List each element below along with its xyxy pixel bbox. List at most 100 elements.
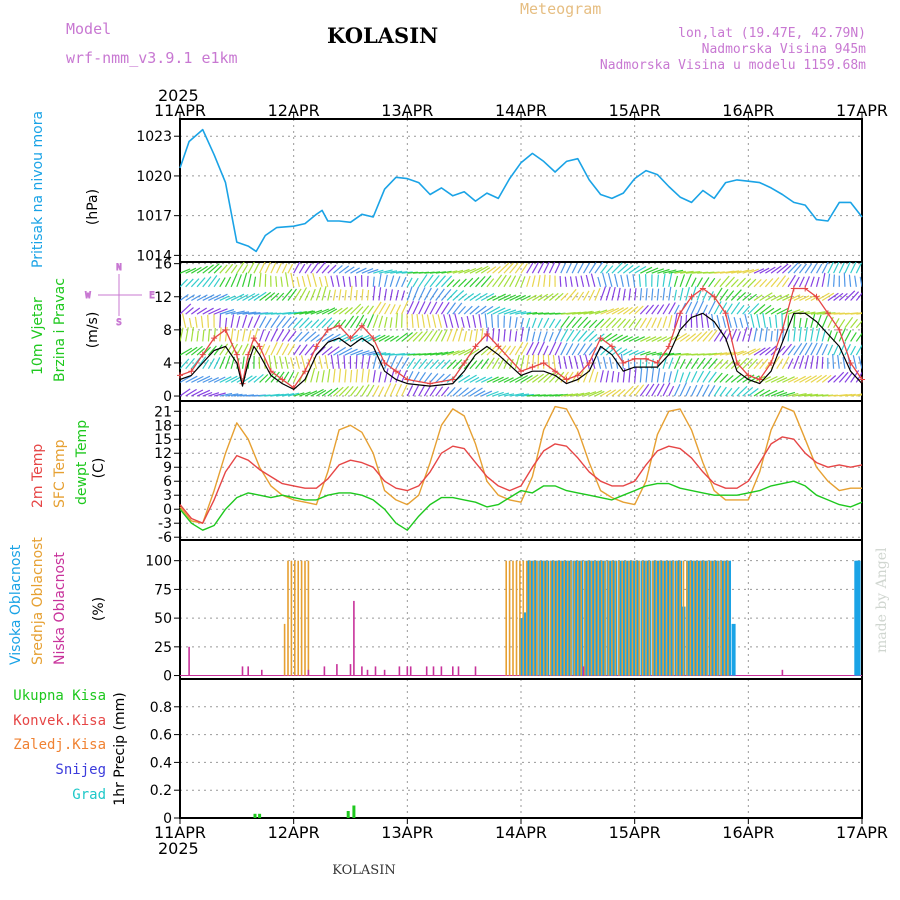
wind-barb (583, 343, 593, 356)
wind-barb (236, 294, 249, 302)
wind-barb (281, 316, 292, 329)
wind-barb (421, 314, 425, 328)
elevation-text: Nadmorska Visina 945m (702, 42, 867, 57)
wind-barb (503, 377, 514, 383)
wind-gust-marker (358, 322, 365, 329)
wind-gust-marker (370, 335, 377, 342)
wind-barb (304, 263, 312, 274)
wind-barb (827, 344, 834, 356)
wind-barb (702, 304, 708, 315)
wind-barb (708, 329, 718, 342)
wind-barb (577, 310, 593, 315)
wind-barb (281, 329, 291, 342)
wind-barb (526, 275, 531, 288)
wind-barb (281, 263, 288, 274)
wind-barb (579, 354, 585, 369)
wind-barb (463, 305, 473, 315)
wind-barb (384, 368, 389, 383)
mid-cloud-bar (594, 560, 596, 676)
wind-barb (690, 370, 698, 383)
wind-barb (202, 307, 214, 315)
mid-cloud-bar (577, 560, 579, 676)
temp-ytick-label: -6 (158, 530, 172, 546)
wind-barb (435, 301, 444, 315)
low-cloud-bar (425, 666, 428, 676)
wind-barb (350, 386, 359, 397)
xtick-label-top: 11APR (154, 101, 206, 120)
wind-barb (219, 376, 232, 383)
wind-barb (491, 328, 495, 342)
wind-barb (202, 359, 210, 370)
wind-barb (406, 300, 414, 315)
low-cloud-bar (188, 646, 190, 676)
wind-barb (657, 268, 670, 274)
wind-barb (793, 375, 806, 383)
wind-barb (725, 374, 734, 383)
mid-cloud-bar (672, 560, 675, 676)
wind-barb (815, 276, 820, 287)
wind-barb (497, 328, 500, 342)
wind-barb (708, 300, 716, 315)
wind-barb (548, 262, 556, 274)
wind-barb (231, 393, 243, 397)
mid-cloud-bar (720, 560, 722, 676)
wind-barb (429, 275, 440, 288)
wind-barb (418, 287, 426, 301)
wind-barb (236, 329, 240, 342)
wind-gust-marker (552, 368, 559, 375)
wind-ytick-label: 0 (163, 389, 172, 405)
wind-barb (747, 303, 760, 315)
wind-gust-marker (836, 326, 843, 333)
wind-barb (395, 304, 402, 315)
wind-barb (423, 301, 432, 315)
wind-gust-marker (563, 376, 570, 383)
wind-barb (219, 308, 235, 315)
wind-barb (730, 386, 740, 397)
wind-barb (384, 383, 392, 397)
low-cloud-bar (440, 666, 443, 676)
wind-barb (475, 359, 484, 370)
wind-barb (640, 266, 653, 274)
wind-barb (798, 326, 802, 342)
precip-panel: 0 0.2 0.4 0.6 0.8 (150, 678, 863, 827)
wind-barb (770, 330, 773, 342)
wind-barb (722, 315, 727, 328)
wind-barb (264, 317, 272, 329)
wind-barb (679, 382, 688, 397)
wind-barb (690, 277, 697, 288)
wind-barb (614, 273, 619, 287)
mid-cloud-bar (713, 560, 715, 676)
wind-barb (798, 276, 805, 288)
wind-barb (463, 267, 477, 274)
wind-barb (668, 352, 681, 356)
wind-barb (833, 345, 839, 356)
wind-barb (472, 314, 477, 328)
mid-cloud-bar (658, 560, 661, 676)
wind-barb (514, 275, 521, 288)
mid-cloud-bar (297, 560, 299, 676)
wind-barb (520, 355, 525, 369)
wind-barb (463, 387, 476, 397)
wind-barb (605, 346, 617, 356)
wind-barb (457, 327, 463, 342)
wind-barb (657, 352, 668, 356)
wind-barb (372, 301, 382, 315)
wind-barb (185, 346, 198, 356)
wind-barb (463, 330, 468, 342)
mid-cloud-bar (624, 560, 627, 676)
wind-barb (702, 290, 708, 301)
wind-barb (395, 356, 404, 370)
wind-barb (821, 272, 826, 287)
temp-ytick-label: 18 (154, 418, 172, 434)
wind-barb (662, 316, 668, 328)
wind-barb (574, 355, 579, 369)
wind-barb (423, 330, 433, 342)
wind-barb (299, 391, 311, 397)
wind-barb (435, 271, 446, 274)
wind-barb (231, 310, 245, 315)
wind-barb (673, 275, 679, 287)
wind-barb (202, 391, 213, 397)
wind-barb (662, 287, 666, 301)
wind-barb (367, 314, 375, 329)
wind-barb (270, 393, 284, 397)
